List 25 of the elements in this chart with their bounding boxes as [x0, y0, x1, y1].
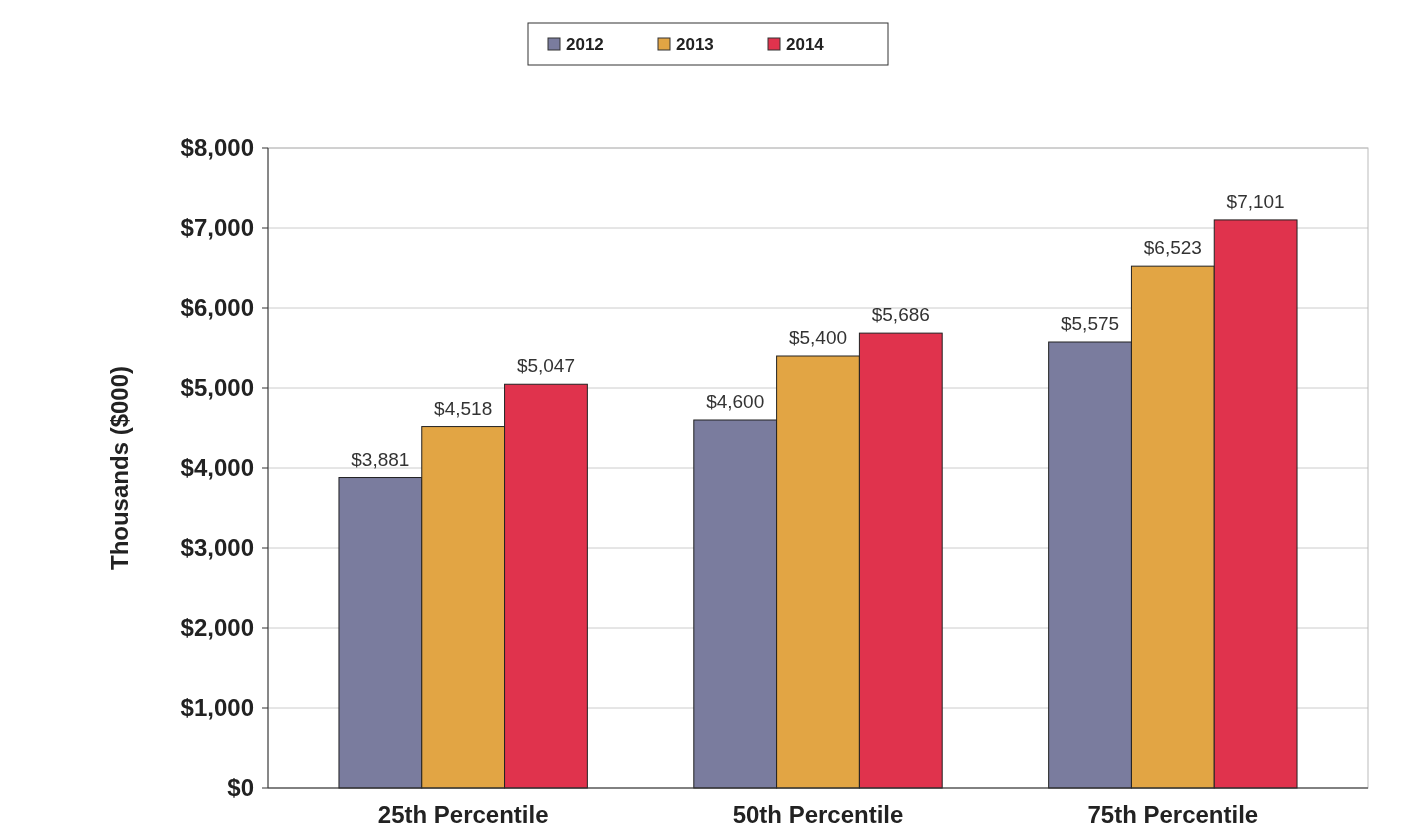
data-label: $5,575: [1060, 313, 1120, 334]
y-tick-label: $1,000: [180, 694, 254, 722]
x-tick-label: 25th Percentile: [377, 801, 549, 828]
data-label: $6,523: [1143, 237, 1202, 259]
data-label: $3,881: [351, 448, 410, 470]
y-axis-title: Thousands ($000): [106, 365, 133, 571]
legend-label: 2012: [566, 34, 604, 54]
x-tick-label: 50th Percentile: [732, 801, 904, 828]
data-label: $7,101: [1226, 190, 1285, 212]
data-label: $4,600: [706, 391, 765, 412]
x-tick-label: 75th Percentile: [1087, 801, 1259, 828]
data-label: $5,047: [516, 355, 576, 377]
y-tick-label: $8,000: [180, 134, 254, 162]
data-label: $5,686: [871, 304, 930, 326]
y-tick-label: $5,000: [180, 374, 254, 402]
y-tick-label: $6,000: [180, 294, 254, 322]
legend-label: 2014: [786, 34, 825, 54]
y-tick-label: $2,000: [180, 614, 254, 642]
legend-label: 2013: [676, 34, 714, 54]
data-label: $5,400: [788, 327, 848, 348]
y-tick-label: $3,000: [180, 534, 254, 562]
data-label: $4,518: [434, 397, 493, 419]
y-tick-label: $7,000: [180, 214, 254, 242]
y-tick-label: $0: [227, 774, 254, 802]
y-tick-label: $4,000: [180, 454, 254, 482]
